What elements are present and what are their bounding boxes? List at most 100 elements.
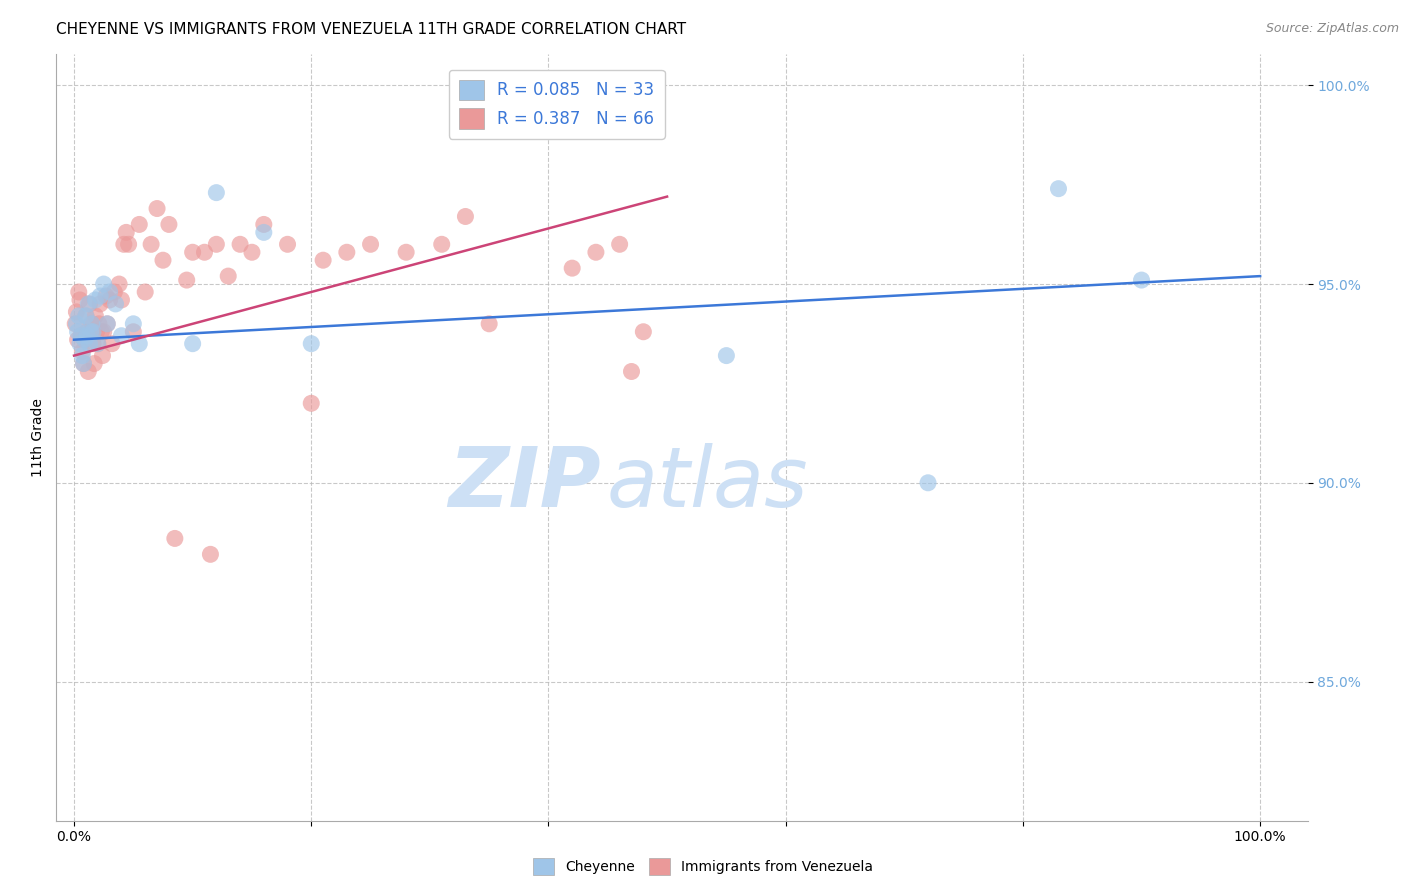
Point	[83, 357, 105, 371]
Point	[69, 293, 91, 307]
Point	[277, 237, 299, 252]
Point	[86, 325, 108, 339]
Text: ZIP: ZIP	[449, 442, 600, 524]
Point	[76, 328, 98, 343]
Point	[152, 253, 174, 268]
Point	[66, 333, 89, 347]
Point	[84, 309, 107, 323]
Point	[79, 336, 101, 351]
Point	[69, 336, 91, 351]
Point	[609, 237, 631, 252]
Point	[66, 325, 89, 339]
Point	[146, 202, 169, 216]
Point	[716, 349, 738, 363]
Point	[87, 336, 110, 351]
Point	[63, 317, 86, 331]
Point	[620, 364, 643, 378]
Point	[360, 237, 382, 252]
Point	[98, 285, 121, 299]
Point	[73, 333, 96, 347]
Text: Source: ZipAtlas.com: Source: ZipAtlas.com	[1265, 22, 1399, 36]
Point	[98, 293, 121, 307]
Legend: Cheyenne, Immigrants from Venezuela: Cheyenne, Immigrants from Venezuela	[527, 853, 879, 880]
Point	[299, 396, 322, 410]
Point	[67, 309, 90, 323]
Point	[77, 297, 100, 311]
Point	[312, 253, 335, 268]
Text: CHEYENNE VS IMMIGRANTS FROM VENEZUELA 11TH GRADE CORRELATION CHART: CHEYENNE VS IMMIGRANTS FROM VENEZUELA 11…	[56, 22, 686, 37]
Point	[917, 475, 939, 490]
Point	[65, 317, 87, 331]
Y-axis label: 11th Grade: 11th Grade	[31, 398, 45, 476]
Point	[117, 237, 139, 252]
Point	[430, 237, 453, 252]
Point	[139, 237, 162, 252]
Point	[72, 357, 94, 371]
Point	[181, 245, 204, 260]
Point	[299, 336, 322, 351]
Point	[122, 325, 145, 339]
Point	[181, 336, 204, 351]
Point	[163, 532, 186, 546]
Point	[75, 309, 97, 323]
Point	[134, 285, 156, 299]
Point	[90, 325, 112, 339]
Point	[205, 186, 228, 200]
Point	[395, 245, 418, 260]
Point	[70, 328, 93, 343]
Point	[80, 317, 103, 331]
Point	[93, 277, 115, 291]
Point	[94, 289, 117, 303]
Point	[75, 309, 97, 323]
Point	[84, 293, 107, 307]
Point	[82, 336, 104, 351]
Point	[87, 317, 110, 331]
Point	[1130, 273, 1153, 287]
Point	[200, 547, 222, 561]
Point	[79, 297, 101, 311]
Point	[93, 325, 115, 339]
Point	[122, 317, 145, 331]
Text: atlas: atlas	[607, 442, 808, 524]
Point	[89, 297, 111, 311]
Point	[157, 218, 180, 232]
Point	[91, 349, 114, 363]
Point	[89, 289, 111, 303]
Point	[79, 325, 101, 339]
Legend: R = 0.085   N = 33, R = 0.387   N = 66: R = 0.085 N = 33, R = 0.387 N = 66	[449, 70, 665, 138]
Point	[73, 333, 96, 347]
Point	[205, 237, 228, 252]
Point	[96, 317, 118, 331]
Point	[110, 293, 132, 307]
Point	[561, 261, 583, 276]
Point	[585, 245, 607, 260]
Point	[70, 328, 93, 343]
Point	[87, 336, 110, 351]
Point	[72, 357, 94, 371]
Point	[115, 226, 138, 240]
Point	[193, 245, 215, 260]
Point	[65, 305, 87, 319]
Point	[80, 317, 103, 331]
Point	[176, 273, 198, 287]
Point	[101, 336, 124, 351]
Point	[110, 328, 132, 343]
Point	[112, 237, 135, 252]
Point	[454, 210, 477, 224]
Point	[253, 226, 276, 240]
Point	[633, 325, 655, 339]
Point	[104, 297, 127, 311]
Point	[76, 325, 98, 339]
Point	[1047, 182, 1070, 196]
Point	[96, 317, 118, 331]
Point	[77, 364, 100, 378]
Point	[229, 237, 252, 252]
Point	[108, 277, 131, 291]
Point	[128, 218, 150, 232]
Point	[72, 349, 94, 363]
Point	[67, 285, 90, 299]
Point	[336, 245, 359, 260]
Point	[79, 325, 101, 339]
Point	[217, 269, 239, 284]
Point	[128, 336, 150, 351]
